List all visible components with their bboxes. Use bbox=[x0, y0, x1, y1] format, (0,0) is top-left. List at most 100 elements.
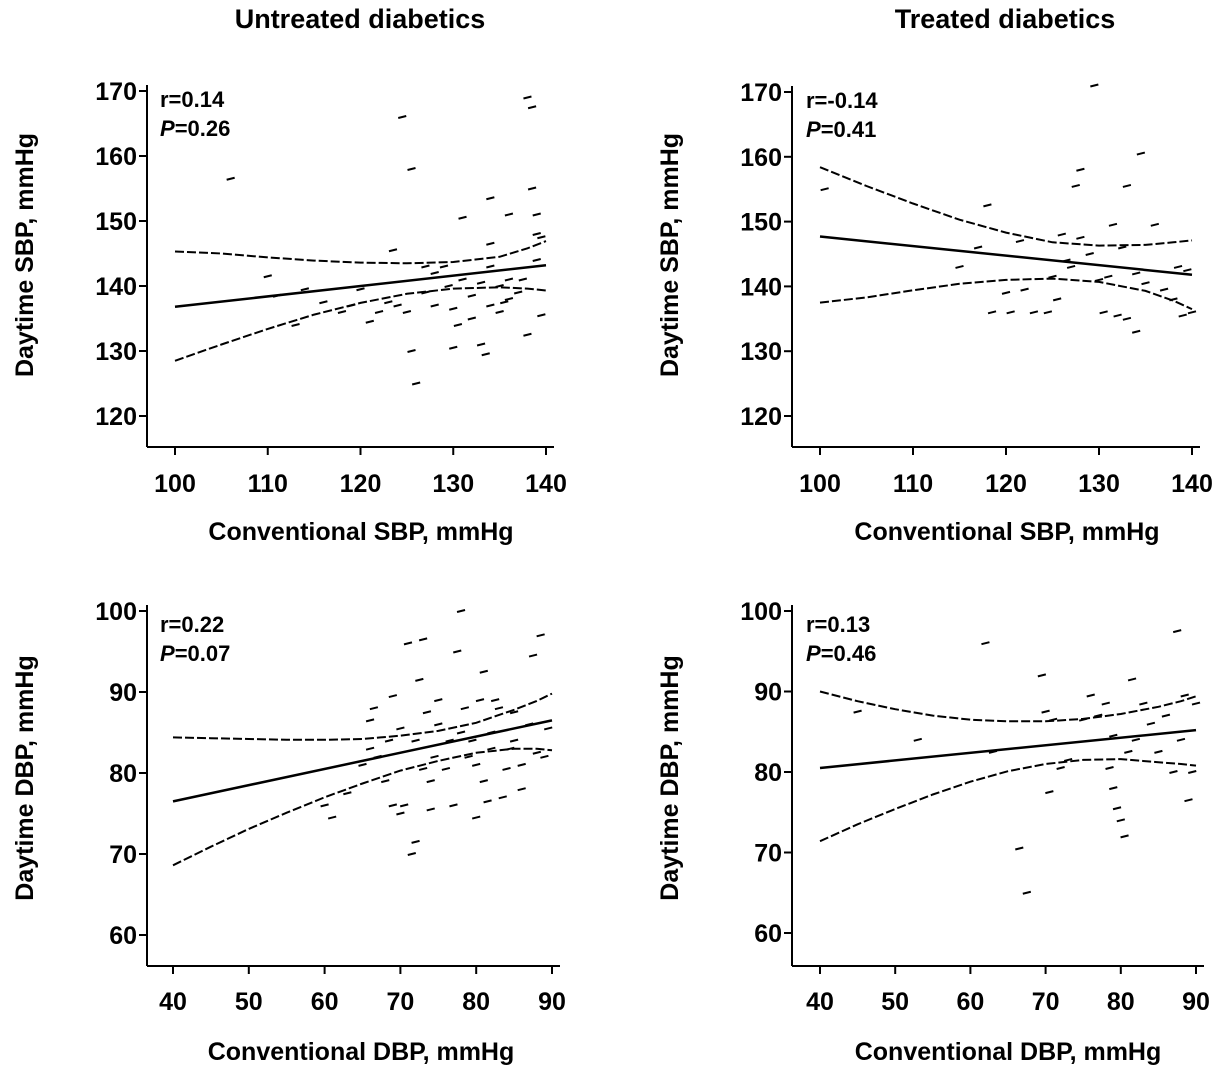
data-point bbox=[486, 196, 495, 201]
data-point bbox=[502, 766, 511, 771]
y-tick-label: 130 bbox=[95, 338, 137, 366]
data-point bbox=[346, 303, 356, 308]
data-point bbox=[1057, 232, 1067, 237]
y-tick-label: 100 bbox=[95, 598, 137, 626]
p-value: =0.26 bbox=[175, 116, 231, 141]
data-point bbox=[418, 637, 428, 642]
y-tick-label: 120 bbox=[95, 403, 137, 431]
data-point bbox=[495, 284, 504, 288]
data-point bbox=[460, 706, 470, 711]
data-point bbox=[1187, 310, 1197, 315]
data-point bbox=[486, 303, 495, 308]
data-point bbox=[1006, 310, 1015, 315]
data-point bbox=[467, 293, 477, 298]
y-tick-label: 140 bbox=[95, 273, 137, 301]
data-point bbox=[1090, 83, 1099, 88]
data-point bbox=[973, 245, 983, 250]
data-point bbox=[449, 345, 458, 350]
data-point bbox=[1180, 693, 1189, 698]
data-point bbox=[434, 722, 443, 727]
data-point bbox=[1159, 287, 1169, 292]
data-point bbox=[487, 730, 496, 735]
p-value-label: P=0.46 bbox=[806, 641, 876, 666]
data-point bbox=[456, 730, 466, 735]
data-point bbox=[471, 815, 481, 820]
y-tick-label: 80 bbox=[754, 759, 782, 787]
data-point bbox=[358, 762, 367, 767]
x-tick-label: 70 bbox=[386, 988, 414, 1016]
y-tick-label: 150 bbox=[740, 209, 782, 237]
data-point bbox=[1169, 297, 1178, 302]
data-point bbox=[397, 115, 407, 119]
data-point bbox=[439, 264, 449, 269]
data-point bbox=[1043, 310, 1053, 315]
data-point bbox=[421, 290, 430, 295]
data-point bbox=[1001, 290, 1011, 295]
y-tick-label: 80 bbox=[109, 760, 137, 788]
data-point bbox=[1112, 806, 1122, 811]
x-tick-label: 90 bbox=[538, 988, 566, 1016]
data-point bbox=[430, 754, 439, 759]
y-tick-label: 60 bbox=[109, 922, 137, 950]
p-value: =0.46 bbox=[821, 641, 877, 666]
data-point bbox=[1118, 245, 1127, 250]
data-point bbox=[1187, 770, 1197, 774]
panel-untreated-dbp: 60 70 80 90 100 40 50 60 70 80 90 Conventional DBP,… bbox=[11, 598, 566, 1066]
data-point bbox=[913, 737, 923, 742]
x-tick-label: 130 bbox=[1078, 470, 1120, 498]
data-point bbox=[988, 749, 998, 754]
data-point bbox=[513, 290, 523, 295]
data-point bbox=[441, 766, 451, 771]
data-point bbox=[543, 726, 553, 731]
data-point bbox=[415, 677, 424, 682]
y-tick-label: 160 bbox=[95, 143, 137, 171]
data-point bbox=[479, 779, 489, 784]
data-point bbox=[1109, 733, 1118, 738]
data-point bbox=[517, 787, 526, 792]
data-point bbox=[1045, 790, 1054, 795]
data-point bbox=[1071, 183, 1080, 188]
data-point bbox=[319, 300, 328, 305]
y-axis-title: Daytime SBP, mmHg bbox=[11, 133, 39, 377]
data-point bbox=[396, 726, 405, 731]
data-point bbox=[456, 609, 466, 613]
y-tick-label: 70 bbox=[109, 841, 137, 869]
data-point bbox=[528, 653, 538, 658]
ci-upper-line bbox=[174, 240, 547, 265]
y-tick-label: 100 bbox=[740, 598, 782, 626]
data-point bbox=[1041, 709, 1050, 714]
data-point bbox=[430, 303, 439, 308]
data-point bbox=[476, 342, 486, 347]
data-point bbox=[532, 212, 541, 217]
data-point bbox=[418, 766, 428, 771]
data-point bbox=[481, 352, 490, 357]
data-point bbox=[1078, 717, 1088, 722]
y-tick-label: 140 bbox=[740, 273, 782, 301]
data-point bbox=[1015, 846, 1024, 851]
data-point bbox=[518, 277, 528, 282]
data-point bbox=[434, 698, 443, 703]
y-tick-label: 60 bbox=[754, 920, 782, 948]
data-point bbox=[1066, 264, 1076, 269]
data-point bbox=[388, 803, 398, 808]
data-point bbox=[399, 803, 409, 808]
data-point bbox=[396, 811, 405, 816]
x-tick-label: 120 bbox=[985, 470, 1027, 498]
data-point bbox=[263, 274, 272, 279]
data-point bbox=[1139, 701, 1148, 706]
data-point bbox=[327, 815, 337, 820]
x-tick-label: 140 bbox=[525, 470, 567, 498]
data-point bbox=[1020, 287, 1029, 292]
data-point bbox=[1154, 749, 1163, 754]
p-symbol: P bbox=[806, 117, 821, 142]
data-point bbox=[1169, 770, 1178, 774]
column-title-untreated: Untreated diabetics bbox=[234, 4, 486, 34]
x-axis-title: Conventional SBP, mmHg bbox=[854, 518, 1159, 546]
y-tick-label: 170 bbox=[95, 78, 137, 106]
data-point bbox=[495, 310, 504, 314]
data-point bbox=[1052, 297, 1062, 302]
data-point bbox=[532, 258, 541, 262]
data-point bbox=[374, 310, 384, 314]
data-point bbox=[1048, 717, 1058, 722]
